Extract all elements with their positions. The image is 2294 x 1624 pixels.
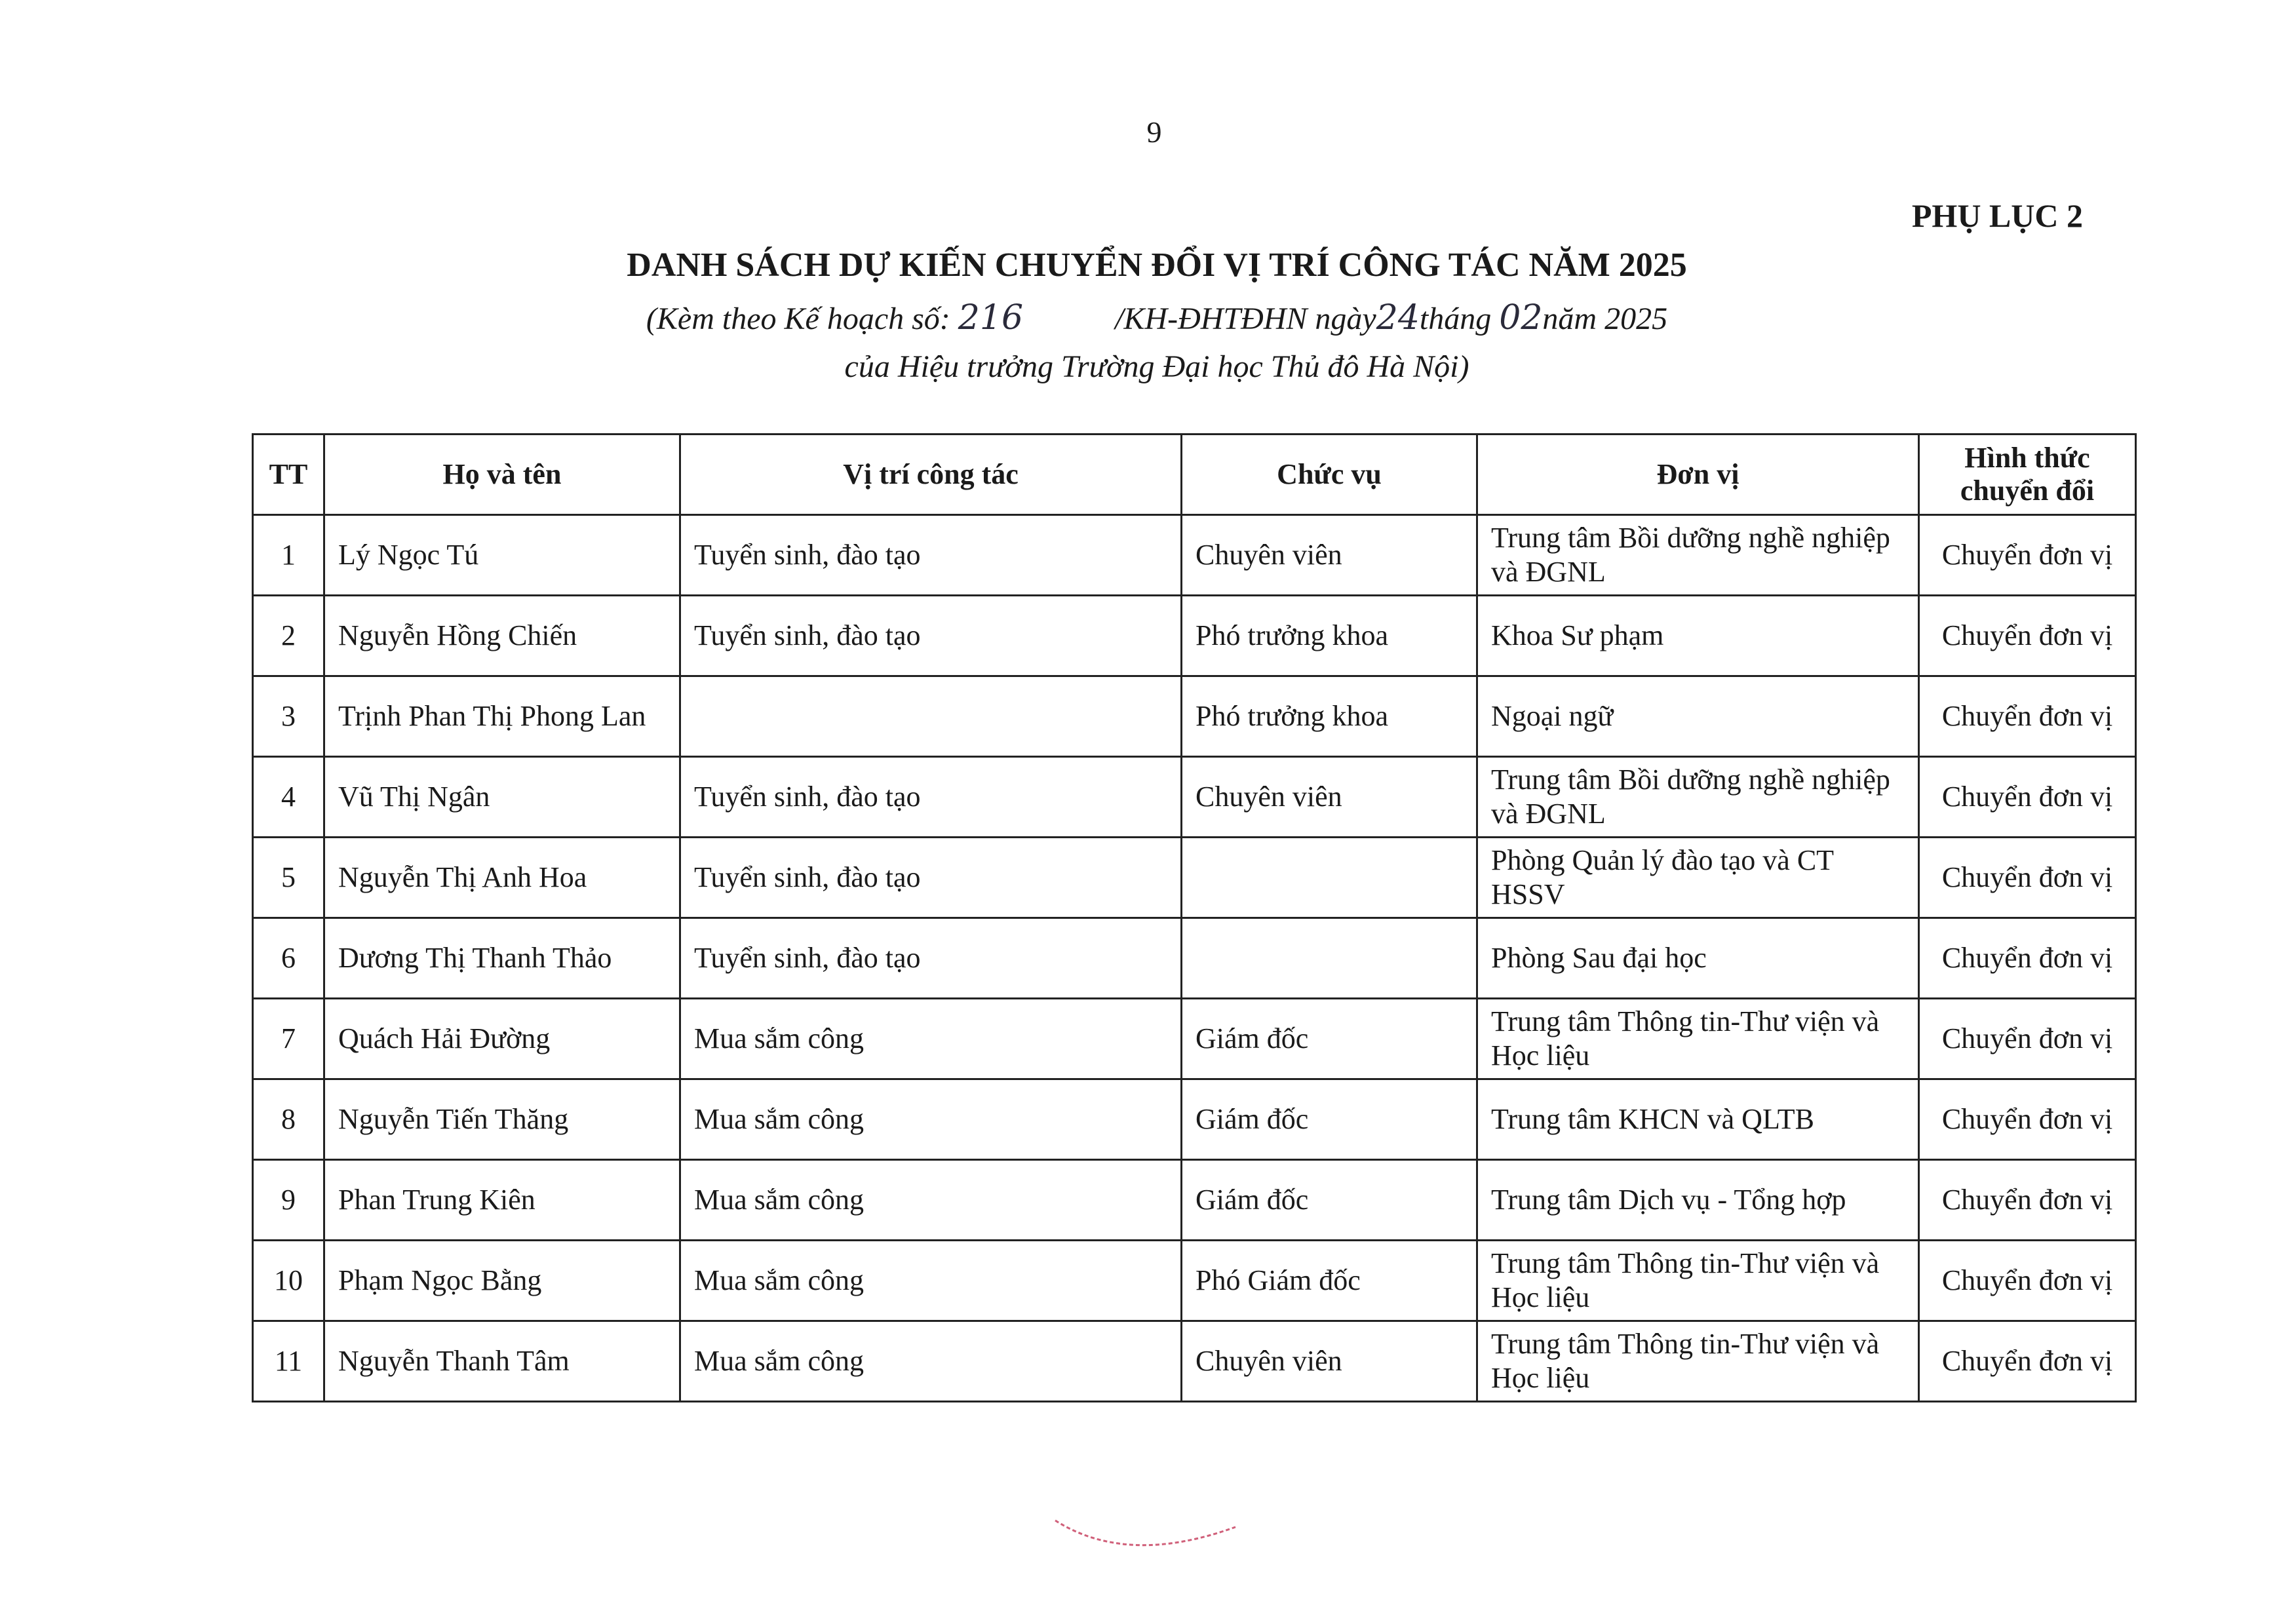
table-header-row: TT Họ và tên Vị trí công tác Chức vụ Đơn vị H… — [252, 433, 2137, 516]
table-cell: 3 — [252, 675, 325, 758]
table-row: 9 Phan Trung Kiên Mua sắm công Giám đốc Trun… — [252, 1159, 2137, 1241]
table-cell — [679, 675, 1182, 758]
table-cell: 10 — [252, 1239, 325, 1322]
table-cell: Lý Ngọc Tú — [323, 514, 681, 596]
table-cell: Trung tâm Bồi dưỡng nghề nghiệp và ĐGNL — [1476, 756, 1920, 838]
table-cell: Vũ Thị Ngân — [323, 756, 681, 838]
table-cell: Khoa Sư phạm — [1476, 594, 1920, 677]
table-cell: Phó trưởng khoa — [1180, 594, 1478, 677]
table-cell: Phó trưởng khoa — [1180, 675, 1478, 758]
table-cell: Chuyển đơn vị — [1918, 594, 2137, 677]
subtitle-line-1: (Kèm theo Kế hoạch số: 216/KH-ĐHTĐHN ngà… — [0, 298, 2294, 338]
table-cell — [1180, 917, 1478, 999]
table-cell: Chuyển đơn vị — [1918, 917, 2137, 999]
table-row: 7 Quách Hải Đường Mua sắm công Giám đốc Trun… — [252, 997, 2137, 1080]
table-cell: 6 — [252, 917, 325, 999]
table-cell: Chuyên viên — [1180, 1320, 1478, 1402]
table-cell: Chuyển đơn vị — [1918, 756, 2137, 838]
table-cell: 9 — [252, 1159, 325, 1241]
table-row: 3 Trịnh Phan Thị Phong Lan Phó trưởng khoa… — [252, 675, 2137, 758]
table-cell: Chuyển đơn vị — [1918, 1239, 2137, 1322]
table-cell: 5 — [252, 836, 325, 919]
table-cell: Dương Thị Thanh Thảo — [323, 917, 681, 999]
column-header: Hình thức chuyển đổi — [1918, 433, 2137, 516]
table-cell: Mua sắm công — [679, 1078, 1182, 1161]
table-cell: Nguyễn Tiến Thăng — [323, 1078, 681, 1161]
table-cell: Chuyển đơn vị — [1918, 836, 2137, 919]
table-cell: Trung tâm Dịch vụ - Tổng hợp — [1476, 1159, 1920, 1241]
table-cell: Chuyển đơn vị — [1918, 997, 2137, 1080]
page-number: 9 — [1146, 115, 1162, 149]
table-cell: Tuyển sinh, đào tạo — [679, 514, 1182, 596]
table-cell: Mua sắm công — [679, 1239, 1182, 1322]
table-cell: Trịnh Phan Thị Phong Lan — [323, 675, 681, 758]
table-cell: Mua sắm công — [679, 1320, 1182, 1402]
table-cell: 11 — [252, 1320, 325, 1402]
table-row: 5 Nguyễn Thị Anh Hoa Tuyển sinh, đào tạo Ph… — [252, 836, 2137, 919]
table-cell: Giám đốc — [1180, 997, 1478, 1080]
table-row: 4 Vũ Thị Ngân Tuyển sinh, đào tạo Chuyên vi… — [252, 756, 2137, 838]
table-cell: Trung tâm KHCN và QLTB — [1476, 1078, 1920, 1161]
table-cell: Mua sắm công — [679, 997, 1182, 1080]
table-cell: 4 — [252, 756, 325, 838]
table-cell: 7 — [252, 997, 325, 1080]
stamp-mark — [1055, 1519, 1236, 1547]
appendix-label: PHỤ LỤC 2 — [1911, 197, 2083, 234]
table-row: 10 Phạm Ngọc Bằng Mua sắm công Phó Giám đốc… — [252, 1239, 2137, 1322]
table-row: 2 Nguyễn Hồng Chiến Tuyển sinh, đào tạo Phó… — [252, 594, 2137, 677]
table-cell: Trung tâm Thông tin-Thư viện và Học liệu — [1476, 1320, 1920, 1402]
table-cell: Nguyễn Thanh Tâm — [323, 1320, 681, 1402]
table-cell: Chuyển đơn vị — [1918, 514, 2137, 596]
table-cell: Trung tâm Thông tin-Thư viện và Học liệu — [1476, 997, 1920, 1080]
table-cell: Trung tâm Thông tin-Thư viện và Học liệu — [1476, 1239, 1920, 1322]
handwritten-day: 24 — [1376, 298, 1420, 338]
table-cell: 1 — [252, 514, 325, 596]
table-cell: Nguyễn Thị Anh Hoa — [323, 836, 681, 919]
column-header: Đơn vị — [1476, 433, 1920, 516]
table-row: 8 Nguyễn Tiến Thăng Mua sắm công Giám đốc Tr… — [252, 1078, 2137, 1161]
table-cell: Chuyển đơn vị — [1918, 1078, 2137, 1161]
table-cell — [1180, 836, 1478, 919]
subtitle-year: năm 2025 — [1542, 301, 1668, 336]
column-header: Chức vụ — [1180, 433, 1478, 516]
column-header: Họ và tên — [323, 433, 681, 516]
table-cell: Chuyển đơn vị — [1918, 1320, 2137, 1402]
table-row: 6 Dương Thị Thanh Thảo Tuyển sinh, đào tạo… — [252, 917, 2137, 999]
subtitle-mid: /KH-ĐHTĐHN ngày — [1115, 301, 1376, 336]
document-title: DANH SÁCH DỰ KIẾN CHUYỂN ĐỔI VỊ TRÍ CÔNG… — [627, 246, 1687, 284]
table-cell: Phòng Sau đại học — [1476, 917, 1920, 999]
table-cell: 8 — [252, 1078, 325, 1161]
subtitle-line-2: của Hiệu trưởng Trường Đại học Thủ đô Hà… — [844, 349, 1469, 384]
table-cell: Giám đốc — [1180, 1159, 1478, 1241]
column-header: TT — [252, 433, 325, 516]
table-cell: Phó Giám đốc — [1180, 1239, 1478, 1322]
table-cell: Tuyển sinh, đào tạo — [679, 594, 1182, 677]
table-cell: Phan Trung Kiên — [323, 1159, 681, 1241]
handwritten-number: 216 — [958, 298, 1024, 338]
table-cell: 2 — [252, 594, 325, 677]
table-cell: Chuyển đơn vị — [1918, 675, 2137, 758]
table-cell: Quách Hải Đường — [323, 997, 681, 1080]
table-cell: Nguyễn Hồng Chiến — [323, 594, 681, 677]
table-cell: Giám đốc — [1180, 1078, 1478, 1161]
table-cell: Tuyển sinh, đào tạo — [679, 756, 1182, 838]
subtitle-prefix: (Kèm theo Kế hoạch số: — [646, 301, 950, 336]
table-cell: Chuyển đơn vị — [1918, 1159, 2137, 1241]
table-cell: Tuyển sinh, đào tạo — [679, 917, 1182, 999]
column-header: Vị trí công tác — [679, 433, 1182, 516]
transfer-list-table: TT Họ và tên Vị trí công tác Chức vụ Đơn vị H… — [252, 433, 2137, 1402]
subtitle-month-label: tháng — [1419, 301, 1492, 336]
table-cell: Chuyên viên — [1180, 514, 1478, 596]
handwritten-month: 02 — [1499, 298, 1543, 338]
table-cell: Mua sắm công — [679, 1159, 1182, 1241]
table-row: 1 Lý Ngọc Tú Tuyển sinh, đào tạo Chuyên viê… — [252, 514, 2137, 596]
table-cell: Ngoại ngữ — [1476, 675, 1920, 758]
table-cell: Phòng Quản lý đào tạo và CT HSSV — [1476, 836, 1920, 919]
table-row: 11 Nguyễn Thanh Tâm Mua sắm công Chuyên viê… — [252, 1320, 2137, 1402]
table-cell: Phạm Ngọc Bằng — [323, 1239, 681, 1322]
table-cell: Tuyển sinh, đào tạo — [679, 836, 1182, 919]
table-cell: Trung tâm Bồi dưỡng nghề nghiệp và ĐGNL — [1476, 514, 1920, 596]
table-cell: Chuyên viên — [1180, 756, 1478, 838]
